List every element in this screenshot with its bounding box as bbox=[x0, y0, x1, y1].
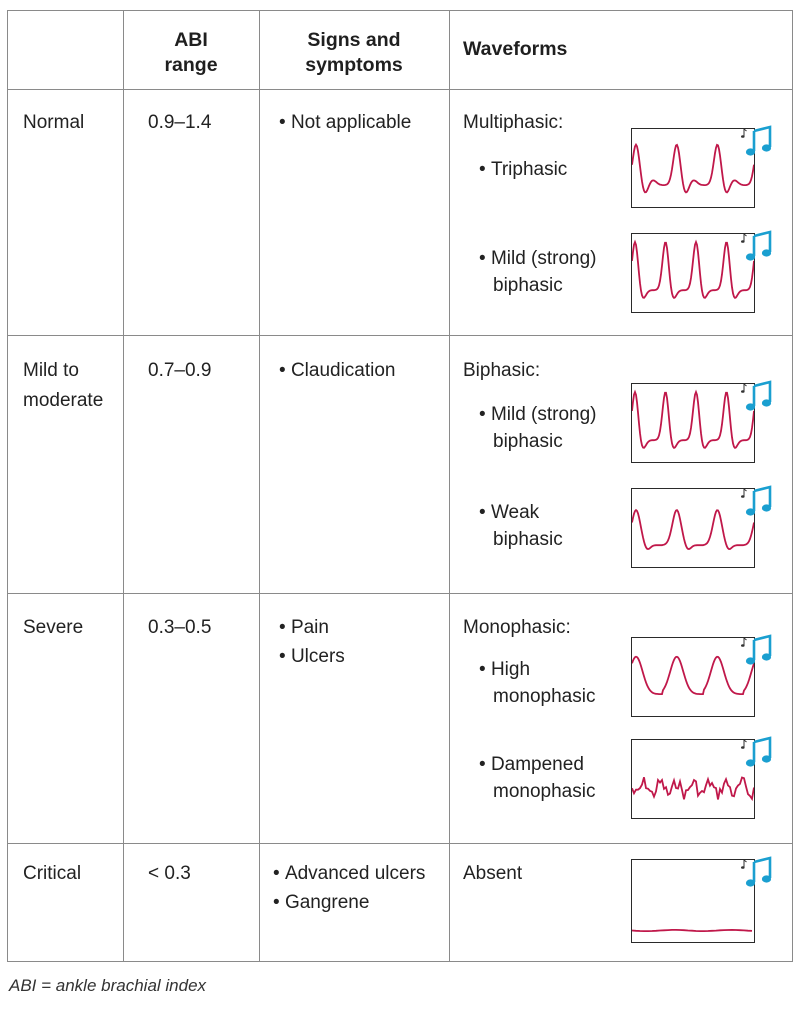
waveform-graph bbox=[632, 508, 754, 551]
header-signs: Signs and symptoms bbox=[259, 28, 449, 78]
waveform-label-line: Weak bbox=[479, 499, 563, 526]
row-divider bbox=[8, 843, 792, 844]
music-note-icon bbox=[741, 634, 772, 665]
severity-line: Normal bbox=[23, 112, 85, 133]
severity-line: Critical bbox=[23, 863, 82, 884]
waveform-label-line: monophasic bbox=[493, 686, 596, 707]
waveform-label-line: Mild (strong) bbox=[479, 401, 597, 428]
music-note-icon bbox=[741, 125, 772, 156]
severity-line: Severe bbox=[23, 617, 84, 638]
header-signs-line1: Signs and bbox=[307, 29, 401, 51]
header-waveforms: Waveforms bbox=[463, 38, 568, 60]
sign-item: Ulcers bbox=[279, 644, 345, 670]
abi-value: 0.3–0.5 bbox=[148, 617, 212, 638]
waveform-graph bbox=[632, 142, 754, 194]
severity-normal: Normal bbox=[23, 110, 84, 136]
waveform-label-line: Triphasic bbox=[479, 156, 567, 183]
sign-item: Gangrene bbox=[273, 890, 425, 916]
signs-list: Pain Ulcers bbox=[279, 615, 345, 670]
waveform-biphasic-strong bbox=[631, 230, 772, 313]
waveform-absent bbox=[631, 856, 772, 943]
waveform-label: Weak biphasic bbox=[479, 499, 563, 553]
waveform-label: Dampened monophasic bbox=[479, 751, 596, 805]
waveform-graph bbox=[632, 389, 754, 450]
waveform-biphasic-weak bbox=[631, 485, 772, 568]
waveform-triphasic bbox=[631, 125, 772, 208]
waveform-label: Mild (strong) biphasic bbox=[479, 401, 597, 455]
waveform-monophasic-high bbox=[631, 634, 772, 717]
waveform-biphasic-strong bbox=[631, 380, 772, 463]
waveform-monophasic-dampened bbox=[631, 736, 772, 819]
waveform-label-line: biphasic bbox=[493, 431, 563, 452]
waveform-label-line: biphasic bbox=[493, 275, 563, 296]
waveform-graph bbox=[632, 776, 754, 802]
sign-item: Not applicable bbox=[279, 110, 411, 136]
severity-mild-moderate: Mild to moderate bbox=[23, 358, 103, 414]
signs-list: Advanced ulcers Gangrene bbox=[273, 861, 425, 916]
waveform-graph bbox=[632, 928, 753, 932]
severity-line: moderate bbox=[23, 390, 104, 411]
waveform-label: Mild (strong) biphasic bbox=[479, 245, 597, 299]
column-divider bbox=[123, 11, 124, 961]
music-note-icon bbox=[741, 736, 772, 767]
row-divider bbox=[8, 335, 792, 336]
waveform-label-line: biphasic bbox=[493, 529, 563, 550]
waveform-graph bbox=[632, 239, 754, 300]
signs-list: Not applicable bbox=[279, 110, 411, 136]
header-abi-line2: range bbox=[164, 54, 218, 76]
abi-table: ABI range Signs and symptoms Waveforms N… bbox=[7, 10, 793, 962]
waveform-label: High monophasic bbox=[479, 656, 596, 710]
abi-value: 0.7–0.9 bbox=[148, 360, 212, 381]
sign-item: Advanced ulcers bbox=[273, 861, 425, 887]
music-note-icon bbox=[741, 485, 772, 516]
waveform-title: Multiphasic: bbox=[463, 112, 564, 133]
header-abi-range: ABI range bbox=[123, 28, 259, 78]
row-divider bbox=[8, 593, 792, 594]
waveform-label-line: Mild (strong) bbox=[479, 245, 597, 272]
music-note-icon bbox=[741, 380, 772, 411]
severity-critical: Critical bbox=[23, 861, 81, 887]
waveform-trace bbox=[632, 655, 754, 695]
severity-line: Mild to bbox=[23, 360, 79, 381]
sign-item: Pain bbox=[279, 615, 345, 641]
severity-severe: Severe bbox=[23, 615, 83, 641]
music-note-icon bbox=[741, 856, 772, 887]
row-divider bbox=[8, 89, 792, 90]
footnote: ABI = ankle brachial index bbox=[9, 976, 207, 995]
header-signs-line2: symptoms bbox=[305, 54, 403, 76]
column-divider bbox=[259, 11, 260, 961]
column-divider bbox=[449, 11, 450, 961]
waveform-trace bbox=[632, 239, 754, 300]
waveform-trace bbox=[632, 776, 754, 802]
abi-value: < 0.3 bbox=[148, 863, 191, 884]
waveform-label-line: monophasic bbox=[493, 781, 596, 802]
header-abi-line1: ABI bbox=[174, 29, 208, 51]
waveform-trace bbox=[632, 142, 754, 194]
music-note-icon bbox=[741, 230, 772, 261]
waveform-trace bbox=[632, 389, 754, 450]
waveform-graph bbox=[632, 655, 754, 695]
sign-item: Claudication bbox=[279, 358, 396, 384]
waveform-label-line: High bbox=[479, 656, 595, 683]
waveform-title: Biphasic: bbox=[463, 360, 541, 381]
waveform-title: Absent bbox=[463, 863, 523, 884]
signs-list: Claudication bbox=[279, 358, 396, 384]
waveform-label-line: Dampened bbox=[479, 751, 595, 778]
waveform-label: Triphasic bbox=[479, 156, 567, 183]
waveform-title: Monophasic: bbox=[463, 617, 571, 638]
abi-value: 0.9–1.4 bbox=[148, 112, 212, 133]
waveform-trace bbox=[632, 508, 754, 551]
waveform-trace bbox=[632, 928, 753, 932]
